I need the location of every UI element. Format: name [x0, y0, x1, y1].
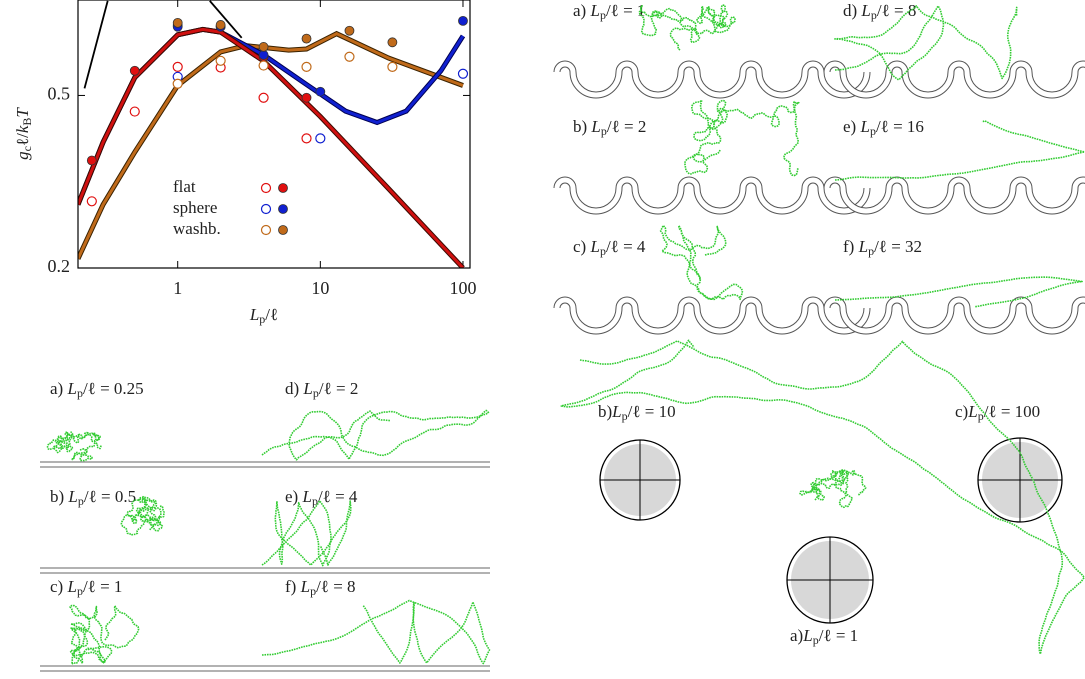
- filled-point: [301, 33, 312, 44]
- filled-point: [387, 37, 398, 48]
- polymer: [834, 276, 1083, 308]
- polymer: [799, 469, 867, 509]
- legend-open: [260, 182, 272, 194]
- surface: [554, 177, 870, 214]
- open-point: [258, 92, 269, 103]
- polymer: [834, 119, 1085, 181]
- surface: [824, 297, 1085, 334]
- panel-label: a) Lp​/ℓ = 1: [573, 1, 645, 22]
- panel-label: b) Lp​/ℓ = 2: [573, 117, 646, 138]
- open-point: [129, 106, 140, 117]
- x-tick-label: 1: [173, 278, 182, 298]
- surface: [554, 297, 870, 334]
- open-point: [172, 78, 183, 89]
- polymer: [659, 224, 744, 301]
- panel-label: f) Lp​/ℓ = 32: [843, 237, 922, 258]
- polymer: [683, 99, 800, 177]
- x-tick-label: 10: [311, 278, 329, 298]
- open-point: [344, 51, 355, 62]
- chart: 1 10 100 0.2 0.5 Lp​/ℓ gc​ℓ/kB​T flat sphere wash…: [13, 0, 476, 326]
- panel-label: b) Lp​/ℓ = 0.5: [50, 487, 136, 508]
- filled-point: [258, 42, 269, 52]
- polymer: [120, 495, 165, 536]
- curve: [78, 27, 465, 268]
- panel-label: c) Lp​/ℓ = 1: [50, 577, 122, 598]
- open-point: [215, 55, 226, 66]
- open-point: [172, 61, 183, 72]
- panel-label: b)Lp​/ℓ = 10: [598, 402, 676, 423]
- x-tick-label: 100: [449, 278, 476, 298]
- curve: [209, 0, 243, 39]
- polymer: [261, 409, 490, 461]
- legend-filled: [278, 183, 288, 193]
- illustrations: a) Lp​/ℓ = 1 b) Lp​/ℓ = 2 c) Lp​/ℓ = 4 d) L…: [40, 1, 1085, 672]
- open-point: [301, 61, 312, 72]
- open-point: [258, 60, 269, 71]
- open-point: [301, 133, 312, 144]
- panel-label: a)Lp​/ℓ = 1: [790, 626, 858, 647]
- surface: [824, 61, 1085, 98]
- surface: [824, 177, 1085, 214]
- filled-point: [344, 25, 355, 36]
- y-tick-label: 0.5: [48, 84, 71, 104]
- panel-label: e) Lp​/ℓ = 4: [285, 487, 358, 508]
- open-point: [86, 196, 97, 207]
- filled-point: [129, 65, 140, 76]
- legend-label: sphere: [173, 198, 217, 217]
- polymer: [261, 499, 352, 567]
- panel-label: f) Lp​/ℓ = 8: [285, 577, 356, 598]
- polymer: [638, 4, 736, 51]
- y-tick-label: 0.2: [48, 256, 71, 276]
- filled-point: [86, 155, 97, 166]
- legend-label: flat: [173, 177, 196, 196]
- surface: [554, 61, 870, 98]
- panel-label: a) Lp​/ℓ = 0.25: [50, 379, 144, 400]
- open-point: [457, 68, 469, 79]
- filled-point: [315, 86, 326, 97]
- polymer: [46, 431, 102, 462]
- curve: [78, 27, 465, 206]
- x-axis-label: Lp​/ℓ: [249, 305, 278, 326]
- filled-point: [172, 17, 183, 28]
- y-axis-label: gc​ℓ/kB​T: [13, 107, 34, 160]
- panel-label: c)Lp​/ℓ = 100: [955, 402, 1040, 423]
- panel-label: c) Lp​/ℓ = 4: [573, 237, 646, 258]
- curve: [83, 0, 109, 89]
- legend-open: [260, 224, 272, 236]
- plot-frame: [77, 0, 471, 269]
- plot-area: [78, 0, 469, 268]
- open-point: [315, 133, 326, 144]
- legend-filled: [278, 204, 288, 214]
- panel-label: d) Lp​/ℓ = 8: [843, 1, 916, 22]
- polymer: [261, 599, 491, 665]
- legend-open: [260, 203, 272, 215]
- panel-label: d) Lp​/ℓ = 2: [285, 379, 358, 400]
- polymer: [69, 604, 140, 665]
- filled-point: [301, 92, 312, 103]
- legend-label: washb.: [173, 219, 221, 238]
- polymer: [560, 339, 1085, 655]
- panel-label: e) Lp​/ℓ = 16: [843, 117, 924, 138]
- filled-point: [458, 15, 468, 26]
- open-point: [387, 61, 398, 72]
- curve-outline: [78, 26, 466, 206]
- legend-filled: [278, 225, 288, 235]
- filled-point: [215, 20, 226, 30]
